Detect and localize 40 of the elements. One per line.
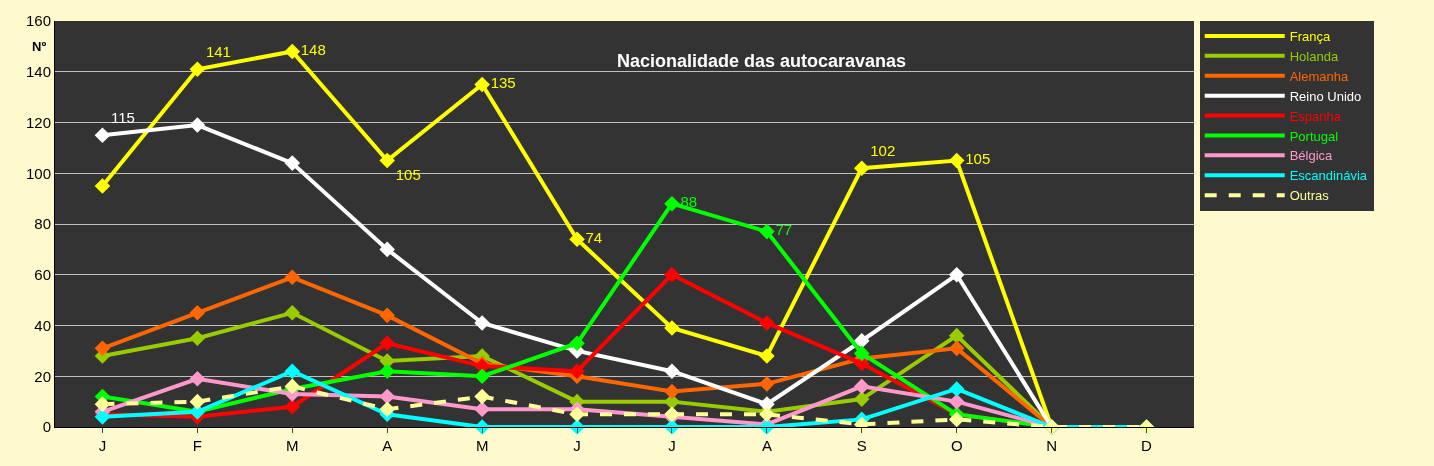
text: Portugal: [1289, 128, 1339, 144]
data-label: 115: [110, 108, 135, 126]
text: Holanda: [1289, 48, 1339, 64]
x-tick-label: J: [98, 437, 107, 454]
text: Reino Unido: [1289, 88, 1362, 104]
data-label: 74: [585, 228, 603, 246]
y-tick-label: 140: [25, 63, 51, 80]
text: Espanha: [1289, 108, 1342, 124]
x-tick-label: M: [475, 437, 489, 454]
data-label: 148: [300, 41, 326, 59]
data-label: 105: [965, 150, 991, 168]
y-tick-label: 20: [34, 367, 51, 385]
data-label: 102: [870, 141, 896, 159]
text: Bélgica: [1289, 148, 1334, 164]
x-tick-label: M: [286, 437, 299, 454]
x-tick-label: O: [950, 437, 963, 454]
data-label: 77: [775, 221, 793, 239]
x-tick-label: A: [761, 437, 772, 454]
text: Outras: [1289, 188, 1330, 204]
x-tick-label: A: [382, 437, 393, 454]
y-tick-label: 100: [25, 164, 51, 182]
y-tick-label: 0: [42, 418, 51, 436]
x-tick-label: J: [668, 437, 676, 454]
x-tick-label: N: [1046, 437, 1058, 454]
text: Nacionalidade das autocaravanas: [617, 51, 907, 71]
y-tick-label: 40: [34, 316, 51, 334]
y-tick-label: 160: [25, 12, 51, 30]
text: Escandinávia: [1289, 168, 1368, 184]
x-tick-label: F: [192, 437, 202, 454]
text: Alemanha: [1289, 68, 1349, 84]
data-label: 135: [490, 74, 516, 92]
x-tick-label: S: [856, 437, 867, 454]
y-axis-title: Nº: [32, 39, 47, 54]
data-label: 141: [205, 42, 231, 60]
y-tick-label: 80: [34, 215, 51, 233]
y-tick-label: 60: [34, 266, 51, 283]
x-tick-label: J: [573, 437, 581, 454]
text: França: [1289, 29, 1331, 45]
x-tick-label: D: [1141, 437, 1153, 454]
y-tick-label: 120: [25, 113, 51, 131]
